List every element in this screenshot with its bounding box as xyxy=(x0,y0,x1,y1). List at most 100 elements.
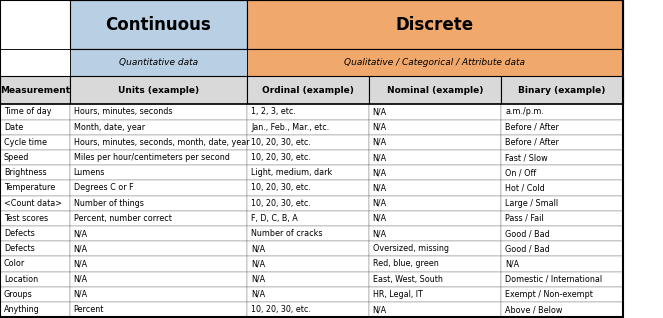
Text: Oversized, missing: Oversized, missing xyxy=(373,244,449,253)
Bar xyxy=(70,49,247,76)
Text: N/A: N/A xyxy=(373,123,387,132)
Text: N/A: N/A xyxy=(373,199,387,208)
Bar xyxy=(0,104,70,120)
Text: 1, 2, 3, etc.: 1, 2, 3, etc. xyxy=(251,107,296,116)
Text: Speed: Speed xyxy=(4,153,29,162)
Bar xyxy=(0,0,70,49)
Bar xyxy=(247,49,623,76)
Text: Color: Color xyxy=(4,259,25,268)
Bar xyxy=(0,49,70,76)
Bar xyxy=(369,287,501,302)
Bar xyxy=(369,226,501,241)
Text: Before / After: Before / After xyxy=(505,138,559,147)
Bar xyxy=(369,272,501,287)
Text: Hours, minutes, seconds: Hours, minutes, seconds xyxy=(74,107,172,116)
Bar xyxy=(0,76,70,104)
Bar xyxy=(247,104,369,120)
Text: N/A: N/A xyxy=(74,290,88,299)
Text: Percent: Percent xyxy=(74,305,104,314)
Bar xyxy=(501,302,623,317)
Bar xyxy=(501,180,623,196)
Text: F, D, C, B, A: F, D, C, B, A xyxy=(251,214,298,223)
Text: 10, 20, 30, etc.: 10, 20, 30, etc. xyxy=(251,305,311,314)
Bar xyxy=(369,211,501,226)
Text: Date: Date xyxy=(4,123,23,132)
Bar xyxy=(70,180,247,196)
Bar xyxy=(247,165,369,180)
Text: Quantitative data: Quantitative data xyxy=(119,58,198,67)
Text: N/A: N/A xyxy=(74,275,88,284)
Text: N/A: N/A xyxy=(251,244,265,253)
Text: Lumens: Lumens xyxy=(74,168,105,177)
Text: Domestic / International: Domestic / International xyxy=(505,275,603,284)
Bar xyxy=(247,226,369,241)
Text: N/A: N/A xyxy=(373,153,387,162)
Text: Good / Bad: Good / Bad xyxy=(505,244,550,253)
Text: N/A: N/A xyxy=(505,259,519,268)
Bar xyxy=(369,302,501,317)
Text: Hours, minutes, seconds, month, date, year: Hours, minutes, seconds, month, date, ye… xyxy=(74,138,249,147)
Text: Time of day: Time of day xyxy=(4,107,52,116)
Bar xyxy=(70,226,247,241)
Text: a.m./p.m.: a.m./p.m. xyxy=(505,107,544,116)
Text: 10, 20, 30, etc.: 10, 20, 30, etc. xyxy=(251,153,311,162)
Text: Large / Small: Large / Small xyxy=(505,199,558,208)
Text: East, West, South: East, West, South xyxy=(373,275,442,284)
Bar xyxy=(501,165,623,180)
Bar xyxy=(70,165,247,180)
Bar xyxy=(247,211,369,226)
Text: Brightness: Brightness xyxy=(4,168,46,177)
Text: Temperature: Temperature xyxy=(4,183,55,192)
Text: 10, 20, 30, etc.: 10, 20, 30, etc. xyxy=(251,138,311,147)
Bar xyxy=(70,0,247,49)
Bar xyxy=(369,241,501,256)
Bar xyxy=(0,211,70,226)
Bar xyxy=(247,287,369,302)
Bar xyxy=(70,211,247,226)
Bar xyxy=(369,196,501,211)
Text: Measurement: Measurement xyxy=(0,86,70,95)
Bar xyxy=(0,196,70,211)
Bar xyxy=(369,120,501,135)
Text: N/A: N/A xyxy=(74,244,88,253)
Text: Defects: Defects xyxy=(4,244,34,253)
Bar xyxy=(369,104,501,120)
Bar xyxy=(501,196,623,211)
Text: Good / Bad: Good / Bad xyxy=(505,229,550,238)
Bar xyxy=(0,287,70,302)
Text: Red, blue, green: Red, blue, green xyxy=(373,259,438,268)
Bar xyxy=(0,165,70,180)
Text: Before / After: Before / After xyxy=(505,123,559,132)
Text: Number of things: Number of things xyxy=(74,199,143,208)
Text: Nominal (example): Nominal (example) xyxy=(387,86,483,95)
Text: Continuous: Continuous xyxy=(105,16,211,34)
Text: Fast / Slow: Fast / Slow xyxy=(505,153,548,162)
Bar xyxy=(247,180,369,196)
Bar xyxy=(0,120,70,135)
Bar xyxy=(501,272,623,287)
Text: N/A: N/A xyxy=(74,229,88,238)
Bar xyxy=(70,196,247,211)
Text: Month, date, year: Month, date, year xyxy=(74,123,145,132)
Text: Location: Location xyxy=(4,275,38,284)
Text: N/A: N/A xyxy=(373,214,387,223)
Text: Cycle time: Cycle time xyxy=(4,138,47,147)
Text: Units (example): Units (example) xyxy=(118,86,199,95)
Text: N/A: N/A xyxy=(373,229,387,238)
Bar xyxy=(501,211,623,226)
Bar xyxy=(369,135,501,150)
Bar xyxy=(247,150,369,165)
Bar xyxy=(247,196,369,211)
Bar xyxy=(0,302,70,317)
Bar xyxy=(70,287,247,302)
Text: N/A: N/A xyxy=(251,290,265,299)
Bar xyxy=(0,150,70,165)
Bar xyxy=(70,241,247,256)
Text: Above / Below: Above / Below xyxy=(505,305,563,314)
Bar xyxy=(501,104,623,120)
Text: Test scores: Test scores xyxy=(4,214,48,223)
Bar xyxy=(501,135,623,150)
Text: N/A: N/A xyxy=(373,168,387,177)
Bar xyxy=(247,241,369,256)
Bar xyxy=(0,135,70,150)
